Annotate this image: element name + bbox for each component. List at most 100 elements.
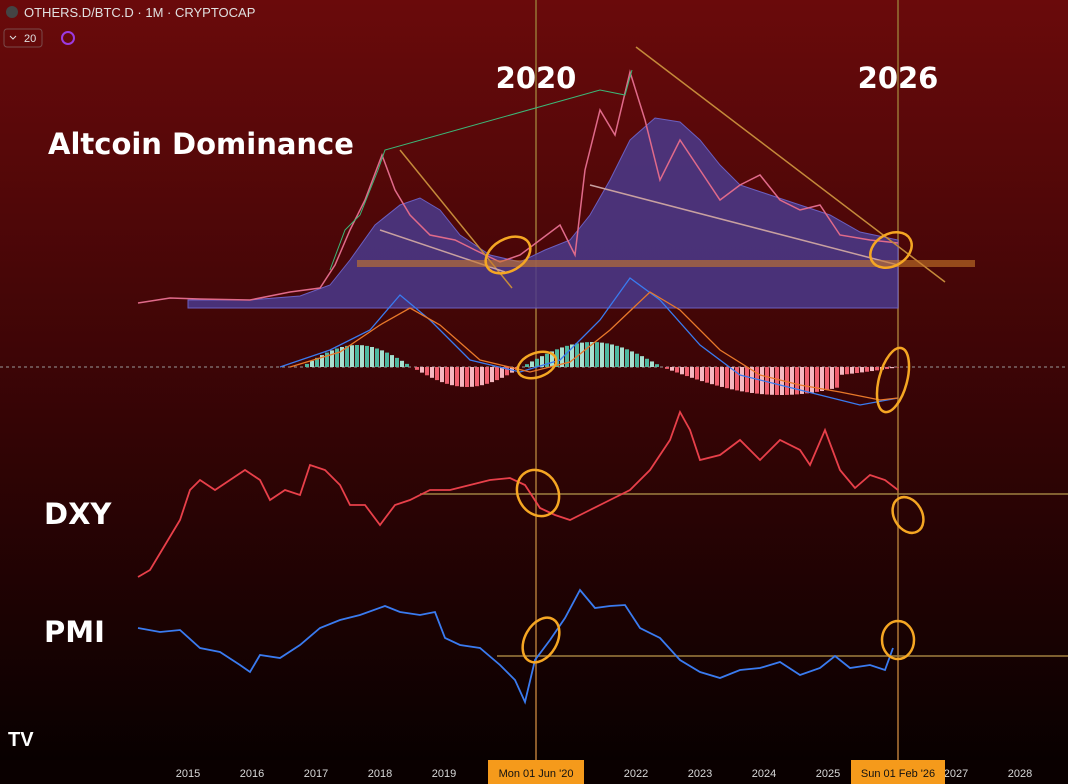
histogram-bar [840, 367, 844, 375]
histogram-bar [635, 353, 639, 367]
histogram-bar [495, 367, 499, 381]
symbol[interactable]: OTHERS.D/BTC.D · 1M · CRYPTOCAP [24, 5, 255, 20]
histogram-bar [400, 360, 404, 367]
time-axis-label: 2017 [304, 768, 328, 780]
histogram-bar [490, 367, 494, 383]
histogram-bar [865, 367, 869, 372]
histogram-bar [785, 367, 789, 395]
histogram-bar [570, 344, 574, 367]
histogram-bar [425, 367, 429, 376]
histogram-bar [650, 361, 654, 367]
histogram-bar [630, 351, 634, 367]
histogram-bar [680, 367, 684, 375]
time-marker-label: Sun 01 Feb '26 [861, 768, 935, 780]
histogram-bar [365, 345, 369, 367]
histogram-bar [485, 367, 489, 384]
histogram-bar [820, 367, 824, 391]
histogram-bar [360, 345, 364, 367]
interval-badge[interactable]: 20 [24, 33, 36, 45]
histogram-bar [805, 367, 809, 394]
histogram-bar [455, 367, 459, 387]
histogram-bar [645, 358, 649, 367]
signal-line [289, 291, 899, 401]
price-line-up [329, 69, 633, 271]
histogram-bar [345, 345, 349, 367]
histogram-bar [665, 367, 669, 369]
histogram-bar [465, 367, 469, 387]
histogram-bar [765, 367, 769, 395]
histogram-bar [675, 367, 679, 373]
histogram-bar [725, 367, 729, 389]
histogram-bar [705, 367, 709, 383]
histogram-bar [700, 367, 704, 382]
histogram-bar [730, 367, 734, 390]
histogram-bar [420, 367, 424, 373]
histogram-bar [585, 342, 589, 367]
histogram-bar [810, 367, 814, 393]
price-line [137, 69, 899, 304]
histogram-bar [435, 367, 439, 381]
histogram-bar [545, 353, 549, 367]
highlight-ellipse [521, 616, 561, 664]
histogram-bar [500, 367, 504, 378]
histogram-bar [530, 361, 534, 367]
histogram-bar [550, 351, 554, 367]
time-axis-labels: 2015 2016 2017 2018 2019 2022 2023 2024 2025 2027… [176, 768, 1032, 780]
histogram-bar [855, 367, 859, 374]
histogram-bar [795, 367, 799, 395]
histogram-bar [740, 367, 744, 392]
trend-line [635, 46, 946, 283]
time-axis-label: 2023 [688, 768, 712, 780]
annotation: Altcoin Dominance [48, 127, 354, 161]
histogram-bar [870, 367, 874, 372]
time-axis-label: 2025 [816, 768, 840, 780]
histogram-bar [595, 342, 599, 367]
histogram-bar [720, 367, 724, 387]
time-marker-label: Mon 01 Jun '20 [499, 768, 574, 780]
histogram-bar [470, 367, 474, 387]
highlight-ellipse [484, 235, 532, 275]
histogram-bar [825, 367, 829, 390]
histogram-bar [370, 346, 374, 367]
histogram [305, 342, 899, 395]
highlights [484, 231, 925, 664]
histogram-bar [480, 367, 484, 386]
histogram-bar [615, 345, 619, 367]
histogram-bar [670, 367, 674, 371]
dxy-line [137, 409, 899, 578]
time-axis-label: 2022 [624, 768, 648, 780]
time-axis-label: 2028 [1008, 768, 1032, 780]
highlight-ellipse [515, 468, 561, 518]
histogram-bar [710, 367, 714, 385]
highlight-ellipse [875, 346, 911, 414]
badge[interactable] [3, 28, 43, 48]
histogram-bar [600, 342, 604, 367]
time-axis-label: 2015 [176, 768, 200, 780]
histogram-bar [330, 350, 334, 367]
histogram-bar [315, 357, 319, 367]
histogram-bar [540, 356, 544, 367]
histogram-bar [755, 367, 759, 394]
histogram-bar [830, 367, 834, 389]
sync-icon[interactable] [61, 31, 75, 45]
symbol-icon [6, 6, 18, 18]
histogram-bar [735, 367, 739, 391]
logo[interactable]: TV [8, 729, 34, 751]
histogram-bar [405, 363, 409, 367]
histogram-bar [655, 364, 659, 367]
time-axis-label: 2018 [368, 768, 392, 780]
histogram-bar [640, 356, 644, 367]
histogram-bar [770, 367, 774, 395]
highlight-ellipse [880, 619, 916, 661]
histogram-bar [440, 367, 444, 383]
histogram-bar [590, 342, 594, 367]
histogram-bar [565, 345, 569, 367]
histogram-bar [320, 355, 324, 367]
histogram-bar [375, 348, 379, 367]
histogram-bar [620, 347, 624, 367]
annotation: PMI [44, 615, 105, 649]
histogram-bar [625, 349, 629, 367]
histogram-bar [390, 355, 394, 367]
histogram-bar [860, 367, 864, 373]
